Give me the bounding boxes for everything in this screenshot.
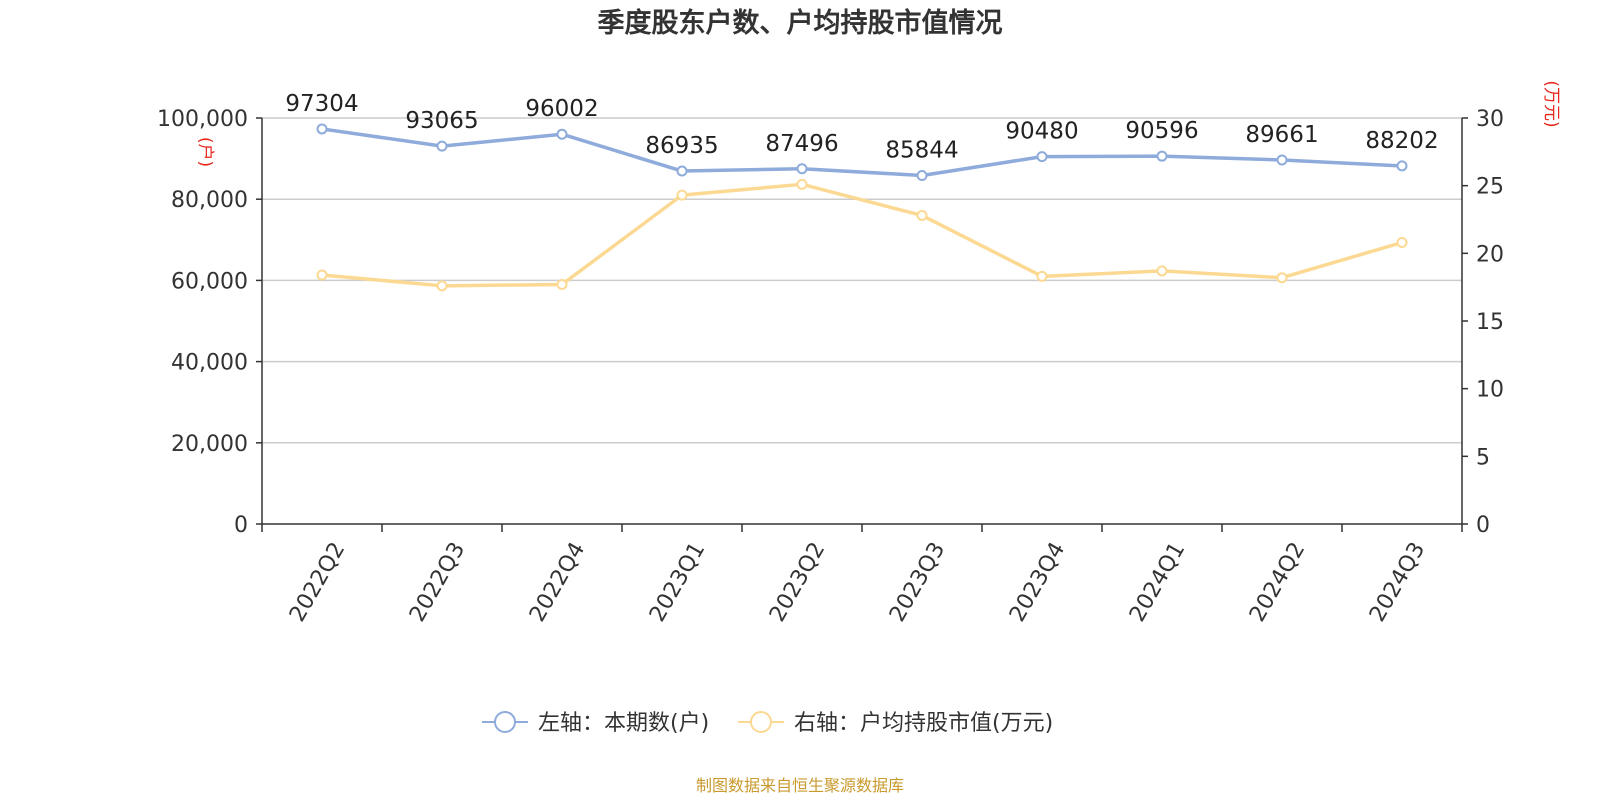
data-label: 89661 xyxy=(1245,122,1318,148)
x-axis-category-label: 2024Q3 xyxy=(1365,538,1430,626)
left-axis-tick-label: 80,000 xyxy=(171,188,248,213)
data-label: 90480 xyxy=(1005,119,1078,145)
legend-circle-icon xyxy=(494,711,516,733)
series-line-households xyxy=(321,127,1403,178)
data-point-households xyxy=(916,169,928,181)
data-point-households xyxy=(796,163,808,175)
right-axis-tick-label: 15 xyxy=(1476,310,1504,335)
data-point-households xyxy=(1276,154,1288,166)
data-point-households xyxy=(316,123,328,135)
data-label: 86935 xyxy=(645,133,718,159)
data-point-households xyxy=(436,140,448,152)
data-point-avg-value xyxy=(1396,237,1408,249)
data-point-avg-value xyxy=(1276,272,1288,284)
legend-label: 左轴：本期数(户) xyxy=(538,711,709,736)
right-axis-tick-label: 20 xyxy=(1476,242,1504,267)
series-layer xyxy=(316,123,1408,292)
data-point-avg-value xyxy=(1156,265,1168,277)
x-axis-category-label: 2023Q3 xyxy=(885,538,950,626)
legend-item-households[interactable]: 左轴：本期数(户) xyxy=(482,711,709,736)
right-axis-tick-label: 30 xyxy=(1476,107,1504,132)
x-axis-category-label: 2024Q1 xyxy=(1125,538,1190,626)
data-point-households xyxy=(1156,150,1168,162)
left-axis-tick-label: 0 xyxy=(234,513,248,538)
legend[interactable]: 左轴：本期数(户) 右轴：户均持股市值(万元) xyxy=(482,711,1053,736)
x-axis-category-label: 2024Q2 xyxy=(1245,538,1310,626)
data-label: 88202 xyxy=(1365,128,1438,154)
data-point-households xyxy=(676,165,688,177)
legend-item-avg-value[interactable]: 右轴：户均持股市值(万元) xyxy=(738,711,1053,736)
chart-title: 季度股东户数、户均持股市值情况 xyxy=(598,7,1003,39)
x-axis-category-label: 2023Q1 xyxy=(645,538,710,626)
data-point-avg-value xyxy=(916,209,928,221)
data-label: 85844 xyxy=(885,137,958,163)
series-line-avg-value xyxy=(321,182,1403,288)
data-point-avg-value xyxy=(556,278,568,290)
left-axis-tick-label: 60,000 xyxy=(171,269,248,294)
left-axis-tick-label: 20,000 xyxy=(171,432,248,457)
data-point-households xyxy=(556,128,568,140)
data-label-layer: 97304 93065 96002 86935 87496 85844 90480 90596… xyxy=(285,91,1438,164)
right-axis-tick-label: 25 xyxy=(1476,175,1504,200)
source-note: 制图数据来自恒生聚源数据库 xyxy=(696,776,904,795)
left-axis-tick-label: 100,000 xyxy=(157,107,248,132)
legend-circle-icon xyxy=(750,711,772,733)
data-point-avg-value xyxy=(436,280,448,292)
x-axis-category-label: 2022Q3 xyxy=(405,538,470,626)
right-axis-tick-label: 10 xyxy=(1476,378,1504,403)
x-axis-category-label: 2023Q4 xyxy=(1005,538,1070,626)
data-label: 93065 xyxy=(405,108,478,134)
data-label: 87496 xyxy=(765,131,838,157)
x-axis-category-label: 2022Q4 xyxy=(525,538,590,626)
data-point-avg-value xyxy=(676,189,688,201)
data-label: 97304 xyxy=(285,91,358,117)
data-point-households xyxy=(1036,151,1048,163)
data-point-avg-value xyxy=(316,269,328,281)
data-point-avg-value xyxy=(796,178,808,190)
right-axis-tick-label: 5 xyxy=(1476,445,1490,470)
right-axis-unit: (万元) xyxy=(1541,80,1561,127)
data-label: 90596 xyxy=(1125,118,1198,144)
data-label: 96002 xyxy=(525,96,598,122)
grid-layer xyxy=(262,117,1462,444)
x-axis-category-label: 2022Q2 xyxy=(285,538,350,626)
left-axis-tick-label: 40,000 xyxy=(171,351,248,376)
legend-label: 右轴：户均持股市值(万元) xyxy=(794,711,1053,736)
data-point-avg-value xyxy=(1036,270,1048,282)
x-axis-category-label: 2023Q2 xyxy=(765,538,830,626)
data-point-households xyxy=(1396,160,1408,172)
right-axis-tick-label: 0 xyxy=(1476,513,1490,538)
left-axis-unit: (户) xyxy=(195,137,215,167)
